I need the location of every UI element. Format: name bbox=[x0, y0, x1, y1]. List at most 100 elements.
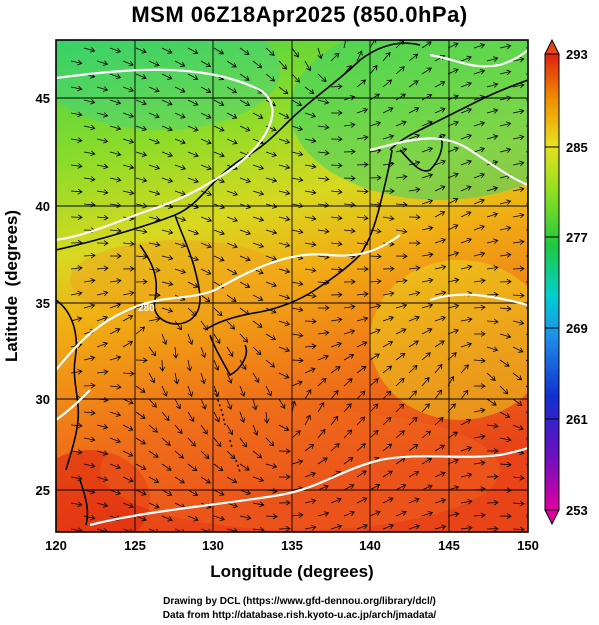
wind-arrow bbox=[109, 383, 122, 390]
wind-arrow bbox=[278, 474, 291, 480]
x-tick-label: 125 bbox=[124, 538, 146, 553]
graticule bbox=[56, 40, 528, 532]
wind-arrow bbox=[291, 176, 304, 183]
wind-arrow bbox=[304, 163, 317, 170]
wind-arrow bbox=[421, 303, 434, 309]
wind-arrow bbox=[421, 328, 433, 335]
wind-arrow bbox=[369, 201, 382, 208]
wind-arrow bbox=[499, 461, 512, 468]
wind-arrow bbox=[460, 211, 472, 218]
wind-arrow bbox=[135, 489, 147, 496]
wind-arrow bbox=[330, 136, 343, 142]
wind-arrow bbox=[252, 501, 265, 508]
wind-arrow bbox=[200, 294, 211, 303]
wind-arrow bbox=[330, 162, 343, 169]
wind-arrow bbox=[148, 316, 161, 323]
wind-arrow bbox=[408, 340, 419, 348]
wind-arrow bbox=[434, 417, 444, 426]
wind-arrow bbox=[291, 357, 304, 364]
wind-arrow bbox=[83, 150, 96, 157]
wind-arrow bbox=[512, 526, 525, 532]
wind-arrow bbox=[239, 229, 252, 236]
wind-arrow bbox=[70, 137, 83, 143]
wind-arrow bbox=[148, 424, 158, 433]
wind-arrow bbox=[382, 134, 395, 140]
wind-arrow bbox=[408, 160, 421, 166]
wind-arrow bbox=[174, 242, 187, 248]
wind-arrow bbox=[447, 458, 459, 465]
y-axis: 25 30 35 40 45 Latitude (degrees) bbox=[2, 91, 50, 498]
wind-arrow bbox=[148, 450, 159, 458]
wind-arrow bbox=[226, 346, 234, 357]
wind-arrow bbox=[330, 366, 341, 374]
wind-arrow bbox=[200, 398, 207, 410]
wind-arrow bbox=[499, 225, 512, 232]
wind-arrow bbox=[96, 315, 108, 322]
wind-arrow bbox=[122, 424, 134, 431]
wind-arrow bbox=[148, 190, 161, 196]
colorbar-label: 277 bbox=[566, 230, 588, 245]
wind-arrow bbox=[486, 108, 499, 114]
wind-arrow bbox=[187, 125, 199, 132]
wind-arrow bbox=[447, 68, 459, 75]
wind-arrow bbox=[330, 291, 343, 298]
wind-arrow bbox=[278, 86, 289, 95]
wind-arrow bbox=[317, 150, 330, 156]
wind-arrow bbox=[109, 125, 122, 131]
wind-arrow bbox=[369, 278, 382, 285]
wind-arrow bbox=[512, 319, 525, 326]
wind-arrow bbox=[213, 99, 225, 106]
wind-arrow bbox=[343, 175, 356, 182]
wind-arrow bbox=[408, 187, 421, 193]
wind-arrow bbox=[499, 43, 512, 50]
wind-arrow bbox=[200, 216, 213, 223]
wind-arrow bbox=[473, 433, 486, 440]
wind-arrow bbox=[382, 416, 392, 426]
wind-arrow bbox=[447, 172, 459, 179]
wind-arrow bbox=[486, 525, 499, 532]
wind-arrow bbox=[83, 278, 96, 284]
wind-arrow bbox=[70, 265, 83, 271]
wind-arrow bbox=[408, 416, 418, 426]
wind-arrow bbox=[343, 279, 356, 285]
colorbar: 293 285 277 269 261 253 bbox=[544, 38, 588, 526]
wind-arrow bbox=[122, 290, 135, 297]
wind-arrow bbox=[434, 444, 446, 452]
wind-arrow bbox=[278, 320, 291, 327]
wind-arrow bbox=[447, 198, 459, 205]
wind-arrow bbox=[239, 385, 246, 397]
wind-arrow bbox=[421, 225, 434, 232]
x-tick-label: 150 bbox=[517, 538, 539, 553]
wind-arrow bbox=[395, 174, 408, 180]
wind-arrow bbox=[161, 515, 173, 522]
wind-arrow bbox=[291, 280, 304, 287]
wind-arrow bbox=[226, 86, 238, 94]
wind-arrow bbox=[148, 476, 160, 484]
wind-arrow bbox=[96, 137, 109, 144]
wind-arrow bbox=[382, 215, 395, 222]
wind-arrow bbox=[317, 176, 330, 182]
wind-arrow bbox=[213, 437, 222, 448]
wind-arrow bbox=[447, 251, 460, 257]
wind-arrow bbox=[265, 513, 278, 520]
x-tick-label: 140 bbox=[359, 538, 381, 553]
wind-arrow bbox=[486, 56, 499, 62]
wind-arrow bbox=[356, 134, 369, 141]
wind-arrow bbox=[473, 43, 486, 49]
wind-arrow bbox=[343, 122, 356, 128]
wind-arrow bbox=[512, 372, 523, 381]
wind-arrow bbox=[187, 307, 197, 317]
wind-arrow bbox=[408, 80, 419, 88]
wind-arrow bbox=[278, 216, 291, 222]
wind-arrow bbox=[135, 385, 146, 393]
wind-arrow bbox=[356, 107, 369, 114]
wind-arrow bbox=[343, 484, 355, 491]
wind-arrow bbox=[317, 279, 330, 286]
y-tick-label: 45 bbox=[36, 91, 50, 106]
wind-arrow bbox=[265, 151, 278, 158]
wind-arrow bbox=[421, 277, 434, 284]
wind-arrow bbox=[161, 151, 173, 158]
wind-arrow bbox=[395, 484, 407, 491]
wind-arrow bbox=[486, 238, 499, 245]
wind-arrow bbox=[486, 186, 499, 192]
